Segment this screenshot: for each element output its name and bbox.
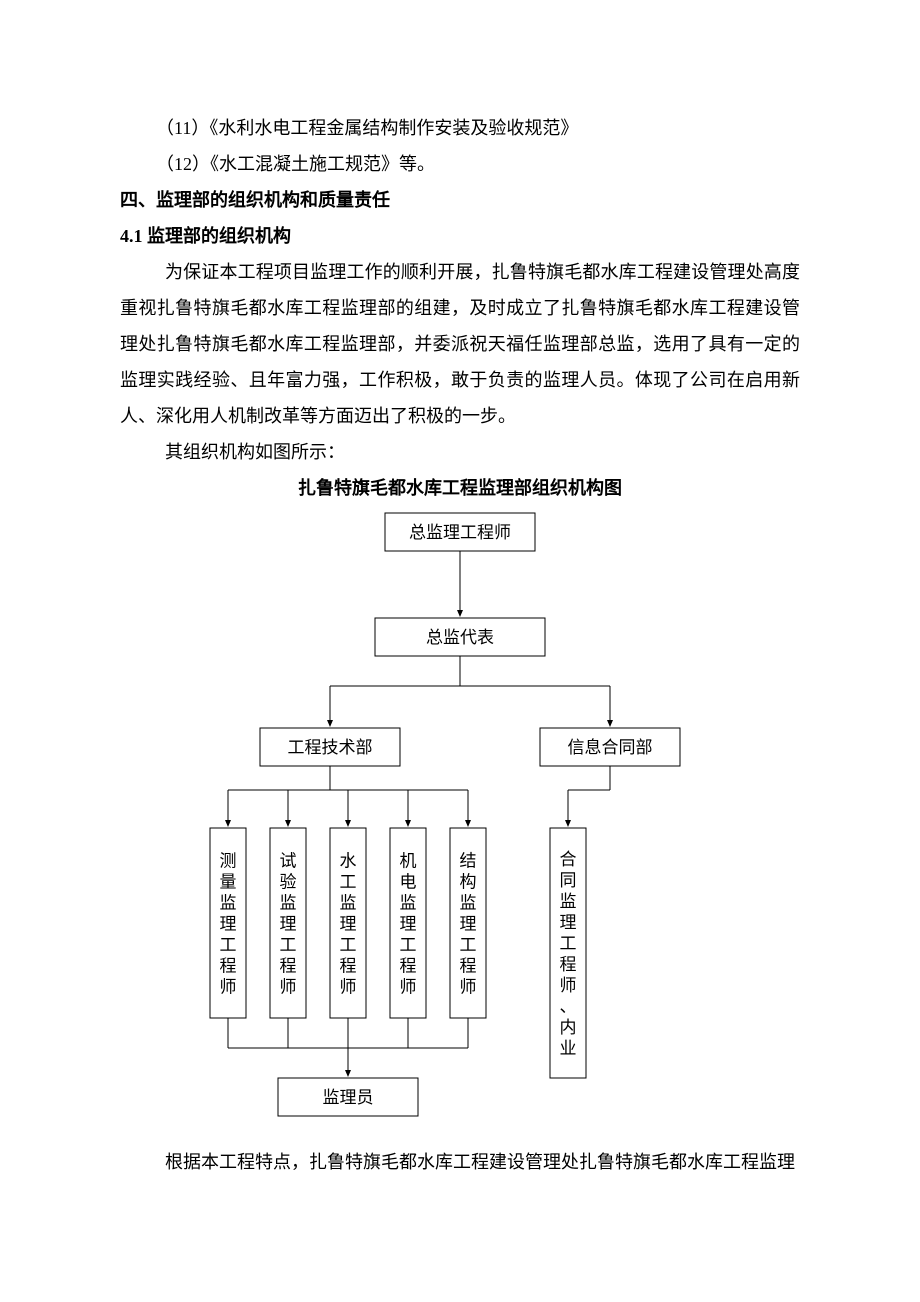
svg-text:工: 工 [280, 936, 297, 955]
svg-text:理: 理 [220, 915, 237, 934]
svg-text:构: 构 [460, 873, 477, 892]
svg-text:电: 电 [400, 873, 417, 892]
org-node-leaf3: 水工监理工程师 [330, 828, 366, 1018]
section-heading-4: 四、监理部的组织机构和质量责任 [120, 182, 800, 218]
svg-text:师: 师 [460, 978, 477, 997]
section-heading-4-1: 4.1 监理部的组织机构 [120, 218, 800, 254]
svg-text:总监理工程师: 总监理工程师 [409, 523, 511, 542]
svg-text:师: 师 [280, 978, 297, 997]
org-node-leaf4: 机电监理工程师 [390, 828, 426, 1018]
svg-text:总监代表: 总监代表 [426, 628, 494, 647]
org-node-root: 总监理工程师 [385, 513, 535, 551]
svg-text:师: 师 [400, 978, 417, 997]
list-item-11: （11）《水利水电工程金属结构制作安装及验收规范》 [120, 110, 800, 146]
svg-text:测: 测 [220, 852, 237, 871]
svg-text:合: 合 [560, 850, 577, 869]
svg-text:监: 监 [560, 892, 577, 911]
org-chart-title: 扎鲁特旗毛都水库工程监理部组织机构图 [120, 474, 800, 500]
svg-text:师: 师 [340, 978, 357, 997]
svg-text:工: 工 [560, 934, 577, 953]
document-page: （11）《水利水电工程金属结构制作安装及验收规范》 （12）《水工混凝土施工规范… [0, 0, 920, 1220]
svg-text:师: 师 [220, 978, 237, 997]
svg-text:工程技术部: 工程技术部 [288, 738, 373, 757]
svg-text:监理员: 监理员 [323, 1088, 374, 1107]
footer-paragraph: 根据本工程特点，扎鲁特旗毛都水库工程建设管理处扎鲁特旗毛都水库工程监理 [120, 1144, 800, 1180]
org-chart: 总监理工程师总监代表工程技术部信息合同部测量监理工程师试验监理工程师水工监理工程… [120, 508, 800, 1138]
svg-text:理: 理 [280, 915, 297, 934]
svg-text:理: 理 [560, 913, 577, 932]
svg-text:程: 程 [400, 957, 417, 976]
svg-text:工: 工 [340, 873, 357, 892]
svg-text:试: 试 [280, 852, 297, 871]
svg-text:理: 理 [460, 915, 477, 934]
svg-text:理: 理 [400, 915, 417, 934]
svg-text:工: 工 [400, 936, 417, 955]
svg-text:工: 工 [460, 936, 477, 955]
svg-text:工: 工 [220, 936, 237, 955]
svg-text:监: 监 [400, 894, 417, 913]
list-item-12: （12）《水工混凝土施工规范》等。 [120, 146, 800, 182]
svg-text:理: 理 [340, 915, 357, 934]
org-node-dept-tech: 工程技术部 [260, 728, 400, 766]
svg-text:监: 监 [280, 894, 297, 913]
svg-text:程: 程 [560, 955, 577, 974]
svg-text:程: 程 [340, 957, 357, 976]
svg-text:同: 同 [560, 871, 577, 890]
svg-text:、: 、 [560, 997, 577, 1016]
paragraph-body-1: 为保证本工程项目监理工作的顺利开展，扎鲁特旗毛都水库工程建设管理处高度重视扎鲁特… [120, 254, 800, 434]
svg-text:程: 程 [220, 957, 237, 976]
svg-text:监: 监 [460, 894, 477, 913]
paragraph-body-2: 其组织机构如图所示： [120, 434, 800, 470]
svg-text:监: 监 [220, 894, 237, 913]
org-node-leaf5: 结构监理工程师 [450, 828, 486, 1018]
org-chart-svg: 总监理工程师总监代表工程技术部信息合同部测量监理工程师试验监理工程师水工监理工程… [180, 508, 740, 1138]
svg-text:程: 程 [460, 957, 477, 976]
svg-text:信息合同部: 信息合同部 [568, 738, 653, 757]
org-node-bottom: 监理员 [278, 1078, 418, 1116]
svg-text:验: 验 [280, 873, 297, 892]
org-node-dept-info: 信息合同部 [540, 728, 680, 766]
org-node-deputy: 总监代表 [375, 618, 545, 656]
svg-text:水: 水 [340, 852, 357, 871]
svg-text:程: 程 [280, 957, 297, 976]
svg-text:机: 机 [400, 852, 417, 871]
svg-text:监: 监 [340, 894, 357, 913]
svg-text:业: 业 [560, 1039, 577, 1058]
svg-text:师: 师 [560, 976, 577, 995]
svg-text:量: 量 [220, 873, 237, 892]
org-node-leaf6: 合同监理工程师、内业 [550, 828, 586, 1078]
org-node-leaf1: 测量监理工程师 [210, 828, 246, 1018]
svg-text:结: 结 [460, 852, 477, 871]
svg-text:内: 内 [560, 1018, 577, 1037]
svg-text:工: 工 [340, 936, 357, 955]
org-node-leaf2: 试验监理工程师 [270, 828, 306, 1018]
